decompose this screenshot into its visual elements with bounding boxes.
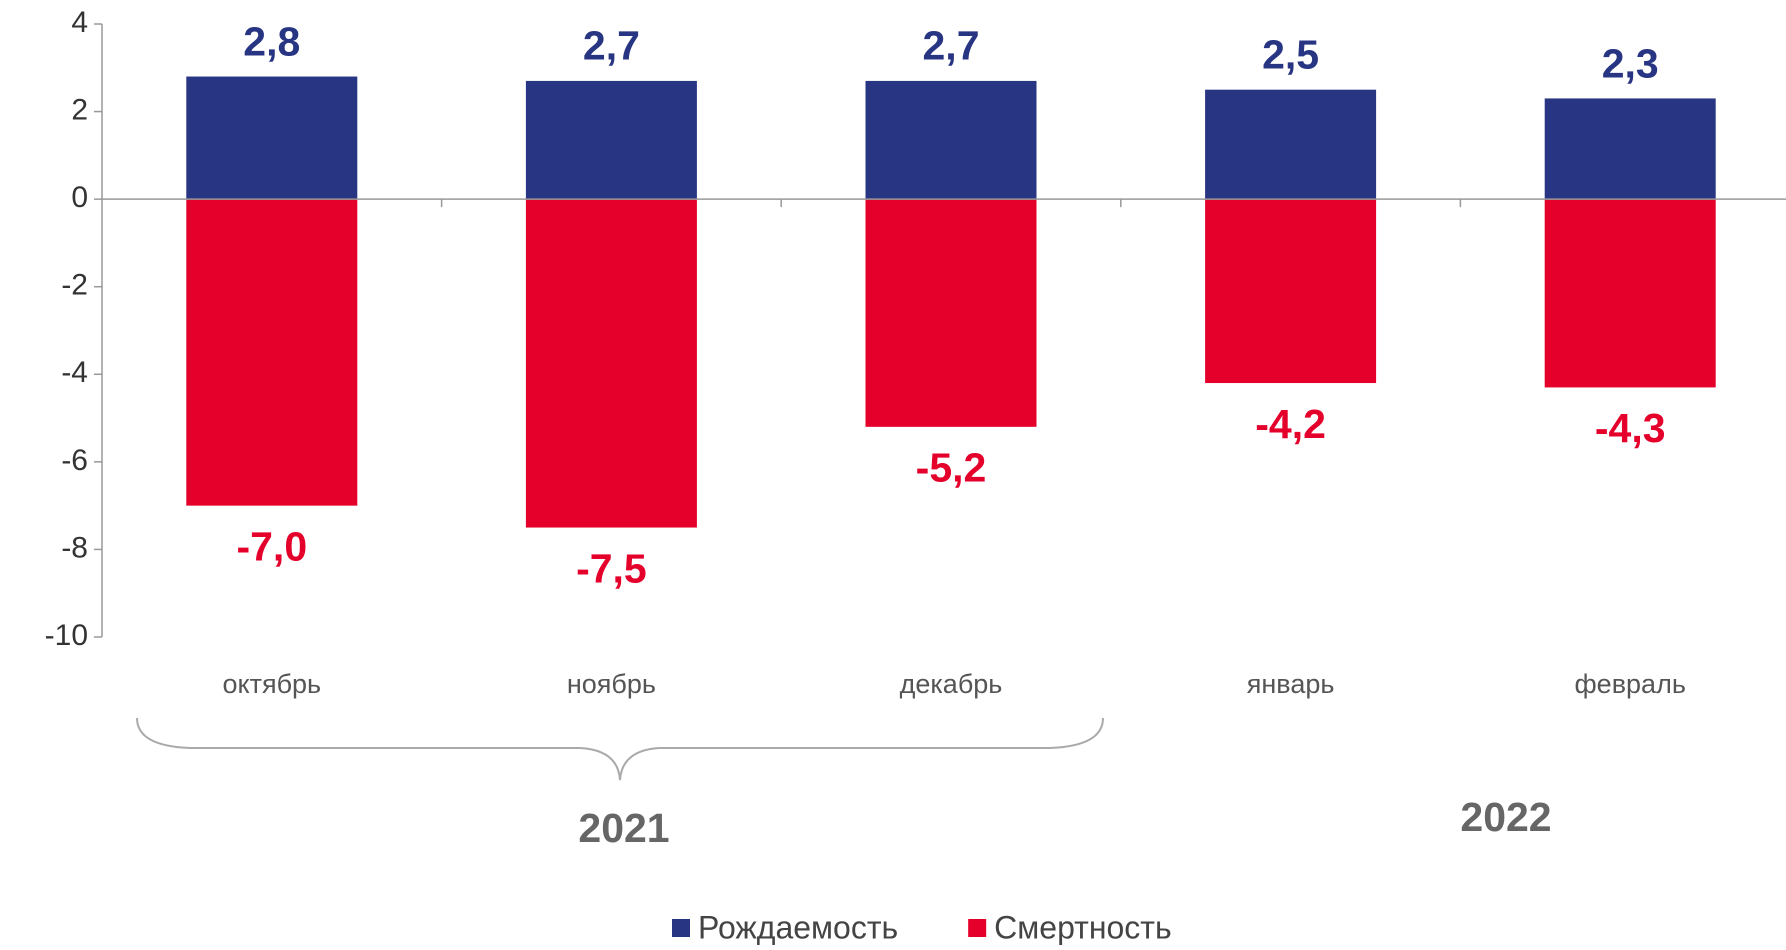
data-label: -5,2 xyxy=(916,445,987,491)
legend-label: Смертность xyxy=(994,909,1171,945)
data-label: 2,5 xyxy=(1262,32,1319,78)
y-tick-label: 0 xyxy=(71,181,88,214)
bar xyxy=(1544,199,1716,388)
y-tick-label: -8 xyxy=(61,531,88,564)
data-label: 2,3 xyxy=(1602,40,1659,86)
legend-swatch xyxy=(968,919,987,937)
data-label: -7,5 xyxy=(576,545,647,591)
x-tick-label: ноябрь xyxy=(567,669,656,699)
year-brace xyxy=(136,717,1104,781)
bar xyxy=(1544,98,1716,200)
y-tick-label: -10 xyxy=(45,619,88,652)
bar xyxy=(525,199,697,528)
data-label: -4,3 xyxy=(1595,405,1666,451)
y-tick-label: -6 xyxy=(61,444,88,477)
year-label: 2022 xyxy=(1460,794,1551,840)
x-tick-label: январь xyxy=(1247,669,1335,699)
y-tick-label: 4 xyxy=(71,6,88,39)
data-label: -4,2 xyxy=(1255,401,1326,447)
y-tick-label: -2 xyxy=(61,269,88,302)
legend-label: Рождаемость xyxy=(698,909,898,945)
x-tick-label: февраль xyxy=(1574,669,1685,699)
legend-swatch xyxy=(672,919,690,937)
bar xyxy=(1205,89,1377,200)
bar xyxy=(186,76,358,200)
bar xyxy=(186,199,358,506)
data-label: 2,7 xyxy=(923,23,980,69)
data-label: 2,8 xyxy=(243,18,300,64)
x-tick-label: декабрь xyxy=(900,669,1003,699)
year-label: 2021 xyxy=(578,805,669,851)
y-tick-label: -4 xyxy=(61,356,88,389)
bar xyxy=(865,80,1037,200)
x-tick-label: октябрь xyxy=(222,669,321,699)
data-label: -7,0 xyxy=(236,523,307,569)
y-tick-label: 2 xyxy=(71,93,88,126)
bar xyxy=(525,80,697,200)
data-label: 2,7 xyxy=(583,23,640,69)
bar xyxy=(1205,199,1377,384)
bar xyxy=(865,199,1037,427)
